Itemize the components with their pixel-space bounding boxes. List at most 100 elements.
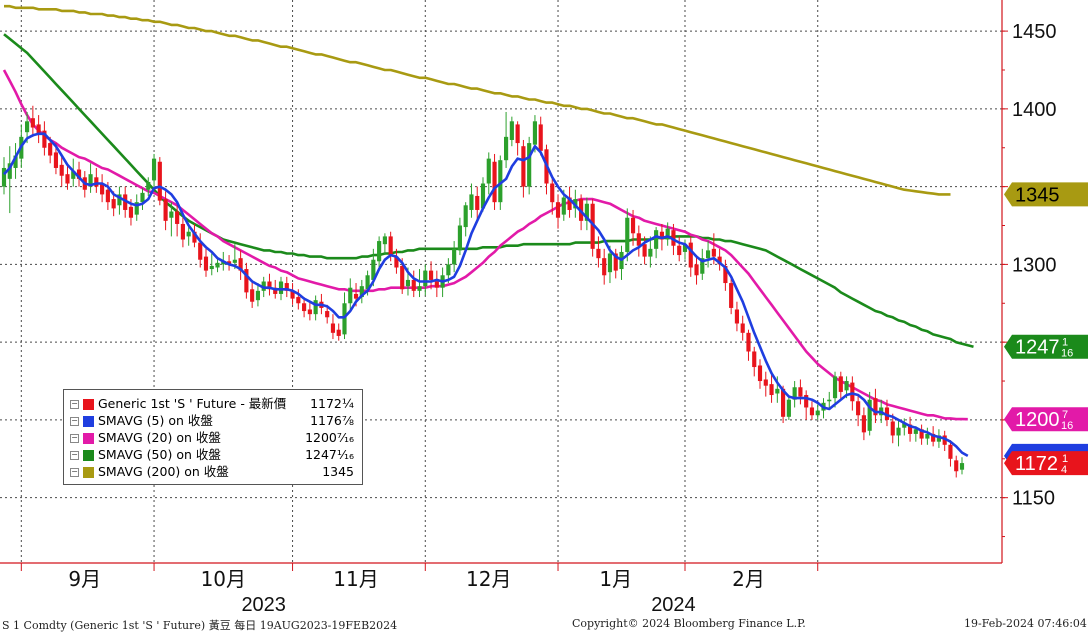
candle-body <box>278 281 284 294</box>
candle-body <box>532 121 538 145</box>
candle-body <box>861 415 866 433</box>
candle-body <box>382 236 387 245</box>
candle-body <box>30 118 35 128</box>
candle-body <box>36 124 41 134</box>
candle-body <box>65 174 70 184</box>
candle-body <box>105 189 110 203</box>
candle-body <box>198 242 203 260</box>
candle-body <box>902 423 907 428</box>
candle-body <box>515 124 520 144</box>
candle-body <box>873 398 878 416</box>
legend-swatch-sma5 <box>83 416 94 427</box>
candle-body <box>896 427 901 436</box>
candle-body <box>163 199 168 221</box>
x-tick-label-month: 11月 <box>333 567 378 591</box>
x-tick-label-year: 2023 <box>241 594 286 616</box>
candle-body <box>53 152 59 168</box>
candle-body <box>509 121 514 140</box>
candle-body <box>665 228 670 240</box>
legend-value: 1172¼ <box>310 396 354 411</box>
candle-body <box>457 225 462 251</box>
tree-collapse-icon[interactable]: − <box>70 416 79 426</box>
price-tag-fraction-numerator: 1 <box>1062 453 1068 465</box>
candle-body <box>942 435 947 445</box>
candle-body <box>250 289 255 302</box>
x-tick-label-year: 2024 <box>651 594 696 616</box>
candle-body <box>936 435 941 442</box>
tree-collapse-icon[interactable]: − <box>70 467 79 477</box>
candle-body <box>931 433 936 442</box>
legend-item-sma50: − SMAVG (50) on 收盤 1247¹⁄₁₆ <box>70 447 358 463</box>
candle-body <box>377 241 382 262</box>
candle-body <box>394 256 399 268</box>
candle-body <box>186 231 191 237</box>
candle-body <box>59 164 64 176</box>
price-tag-price <box>1004 451 1088 476</box>
x-tick-label-month: 10月 <box>201 567 246 591</box>
candle-body <box>365 275 370 290</box>
candle-body <box>405 279 411 287</box>
sma5-line <box>3 132 969 458</box>
candle-body <box>567 197 572 210</box>
candle-body <box>786 399 791 417</box>
candle-body <box>959 463 965 470</box>
candle-body <box>446 264 451 276</box>
legend-value: 1176⅞ <box>310 413 354 428</box>
candle-body <box>636 233 641 246</box>
candle-body <box>607 253 613 273</box>
candle-body <box>388 236 393 256</box>
candle-body <box>804 395 809 408</box>
candle-body <box>913 429 918 434</box>
candle-body <box>654 230 659 249</box>
candle-body <box>856 401 861 416</box>
legend: − Generic 1st 'S ' Future - 最新價 1172¼ − … <box>63 389 363 485</box>
candle-body <box>648 248 653 257</box>
candle-body <box>469 194 474 210</box>
candle-body <box>330 323 336 333</box>
footer-security-info: S 1 Comdty (Generic 1st 'S ' Future) 黃豆 … <box>2 619 398 632</box>
candle-body <box>561 197 566 215</box>
price-tag-fraction-denominator: 16 <box>1061 348 1073 360</box>
x-tick-label-month: 12月 <box>466 567 511 591</box>
candle-body <box>48 143 53 156</box>
candle-body <box>180 223 185 240</box>
candle-body <box>700 258 705 274</box>
candle-body <box>740 323 745 333</box>
sma200-series <box>4 4 951 196</box>
legend-label: SMAVG (5) on 收盤 <box>98 413 213 428</box>
candle-body <box>371 259 376 280</box>
candle-body <box>798 387 803 397</box>
sma20-series <box>2 69 968 421</box>
candle-body <box>140 192 145 203</box>
tree-collapse-icon[interactable]: − <box>70 399 79 409</box>
candle-body <box>76 169 82 179</box>
candle-body <box>948 444 953 459</box>
candle-body <box>25 121 30 133</box>
candle-body <box>781 388 786 417</box>
legend-item-price: − Generic 1st 'S ' Future - 最新價 1172¼ <box>70 396 358 412</box>
candle-body <box>296 297 301 304</box>
candle-body <box>100 183 105 195</box>
candle-body <box>463 205 468 228</box>
candle-body <box>729 283 734 308</box>
candle-body <box>717 256 722 265</box>
candle-body <box>832 376 838 399</box>
candle-body <box>590 203 595 249</box>
candle-body <box>486 158 491 184</box>
candle-body <box>602 258 607 276</box>
tree-collapse-icon[interactable]: − <box>70 450 79 460</box>
candle-body <box>734 309 740 324</box>
tree-collapse-icon[interactable]: − <box>70 433 79 443</box>
price-tag-fraction-denominator: 16 <box>1061 420 1073 432</box>
legend-item-sma200: − SMAVG (200) on 收盤 1345 <box>70 464 358 480</box>
legend-item-sma5: − SMAVG (5) on 收盤 1176⅞ <box>70 413 358 429</box>
legend-item-sma20: − SMAVG (20) on 收盤 1200⁷⁄₁₆ <box>70 430 358 446</box>
candle-body <box>400 265 405 290</box>
legend-swatch-price <box>83 399 94 410</box>
price-tag-fraction-numerator: 7 <box>1062 409 1068 421</box>
candle-body <box>694 264 699 276</box>
legend-label: Generic 1st 'S ' Future - 最新價 <box>98 396 287 411</box>
candle-body <box>94 177 99 187</box>
candle-body <box>527 143 532 187</box>
